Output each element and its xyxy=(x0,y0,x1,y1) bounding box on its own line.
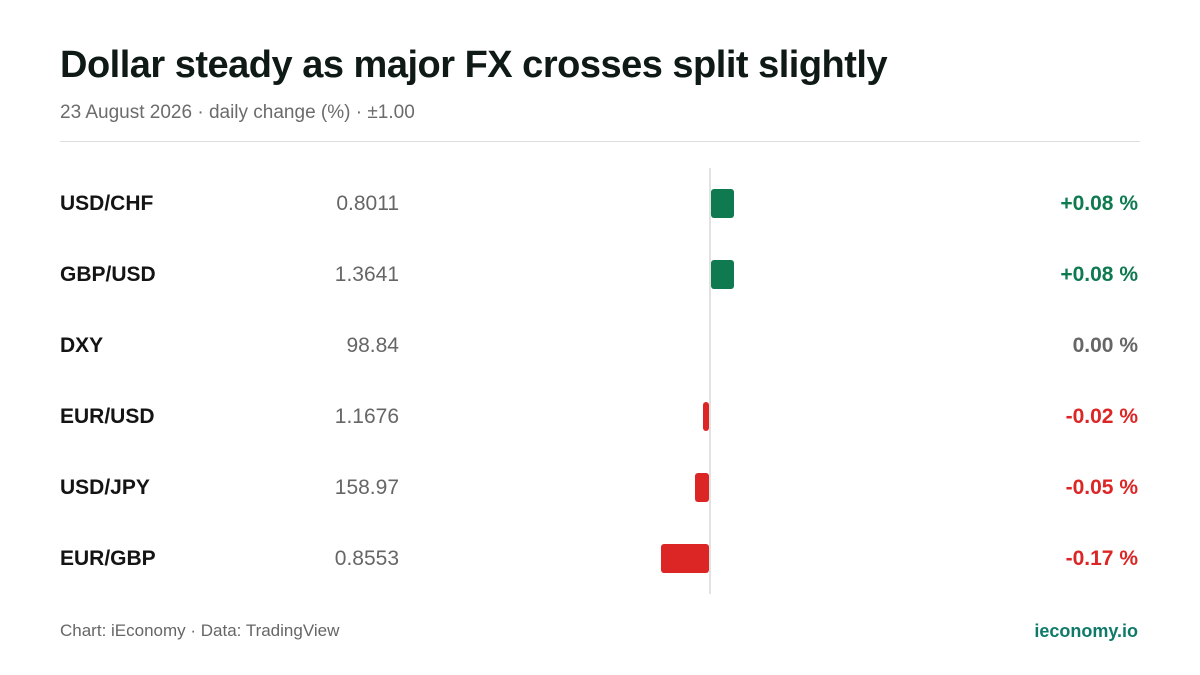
pair-label: EUR/USD xyxy=(60,405,155,428)
change-bar xyxy=(694,473,709,502)
price-value: 98.84 xyxy=(346,334,399,357)
zero-axis-line xyxy=(709,168,711,594)
pair-label: USD/CHF xyxy=(60,192,154,215)
change-label: +0.08 % xyxy=(1060,263,1138,286)
change-bar xyxy=(711,189,734,218)
change-label: -0.05 % xyxy=(1065,476,1138,499)
chart-title: Dollar steady as major FX crosses split … xyxy=(60,44,888,86)
change-label: -0.02 % xyxy=(1065,405,1138,428)
header-divider xyxy=(60,141,1140,142)
price-value: 158.97 xyxy=(334,476,399,499)
pair-label: EUR/GBP xyxy=(60,547,156,570)
change-bar xyxy=(703,402,709,431)
chart-subtitle: 23 August 2026 · daily change (%) · ±1.0… xyxy=(60,102,415,123)
change-label: 0.00 % xyxy=(1072,334,1138,357)
change-bar xyxy=(711,260,734,289)
chart-row: GBP/USD 1.3641 +0.08 % xyxy=(0,255,1200,295)
change-bar xyxy=(660,544,709,573)
source-credit: Chart: iEconomy · Data: TradingView xyxy=(60,621,340,640)
price-value: 0.8553 xyxy=(334,547,399,570)
price-value: 1.1676 xyxy=(334,405,399,428)
chart-row: USD/JPY 158.97 -0.05 % xyxy=(0,468,1200,508)
change-label: +0.08 % xyxy=(1060,192,1138,215)
chart-row: EUR/USD 1.1676 -0.02 % xyxy=(0,397,1200,437)
pair-label: DXY xyxy=(60,334,104,357)
price-value: 0.8011 xyxy=(336,192,399,215)
price-value: 1.3641 xyxy=(334,263,399,286)
change-label: -0.17 % xyxy=(1065,547,1138,570)
chart-row: USD/CHF 0.8011 +0.08 % xyxy=(0,184,1200,224)
chart-row: DXY 98.84 0.00 % xyxy=(0,326,1200,366)
brand-link[interactable]: ieconomy.io xyxy=(1034,621,1138,641)
chart-row: EUR/GBP 0.8553 -0.17 % xyxy=(0,539,1200,579)
pair-label: GBP/USD xyxy=(60,263,156,286)
pair-label: USD/JPY xyxy=(60,476,150,499)
